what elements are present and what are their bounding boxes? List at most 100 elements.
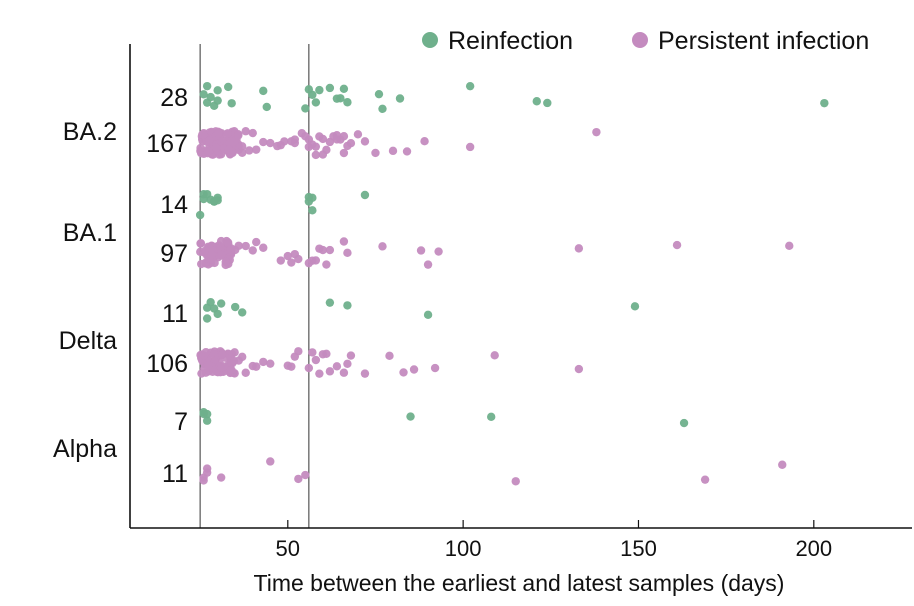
- persistent-infection-point: [217, 363, 226, 372]
- persistent-infection-point: [241, 127, 250, 136]
- persistent-infection-point: [346, 351, 356, 360]
- x-axis-ticks: 50 100 150 200: [276, 520, 832, 561]
- legend-label: Persistent infection: [658, 27, 869, 55]
- persistent-infection-point: [311, 142, 321, 151]
- reinfection-point: [238, 308, 247, 317]
- reinfection-point: [227, 99, 236, 108]
- persistent-infection-point: [311, 355, 321, 365]
- reinfection-point: [304, 197, 314, 206]
- persistent-infection-point: [592, 127, 601, 137]
- persistent-infection-point: [196, 239, 206, 248]
- reinfection-point: [395, 94, 405, 103]
- persistent-infection-point: [308, 348, 317, 357]
- persistent-infection-point: [430, 363, 440, 373]
- reinfection-point: [206, 297, 215, 307]
- persistent-infection-point: [283, 251, 293, 261]
- reinfection-point: [374, 89, 384, 99]
- persistent-infection-point: [252, 237, 261, 247]
- reinfection-point: [360, 190, 370, 200]
- reinfection-point: [311, 98, 321, 107]
- persistent-infection-point: [332, 131, 342, 140]
- persistent-infection-point: [465, 142, 475, 152]
- persistent-infection-point: [225, 139, 235, 148]
- persistent-infection-point: [346, 138, 356, 148]
- persistent-infection-point: [353, 130, 363, 139]
- persistent-infection-point: [311, 256, 321, 265]
- persistent-infection-point: [339, 368, 349, 377]
- reinfection-point: [209, 197, 219, 206]
- reinfection-point: [199, 90, 208, 99]
- reinfection-point: [195, 210, 205, 220]
- persistent-infection-point: [388, 146, 398, 156]
- persistent-infection-point: [204, 360, 213, 370]
- count-label: 14: [160, 191, 188, 219]
- persistent-infection-point: [318, 245, 328, 255]
- persistent-infection-point: [318, 150, 328, 159]
- persistent-infection-point: [201, 246, 210, 255]
- persistent-infection-point: [203, 146, 213, 156]
- reinfection-point: [325, 83, 335, 93]
- persistent-infection-point: [196, 259, 206, 269]
- reinfection-point: [820, 98, 829, 108]
- persistent-infection-point: [416, 246, 426, 255]
- persistent-infection-point: [423, 260, 433, 269]
- reinfection-point: [486, 412, 496, 422]
- reinfection-point: [465, 81, 475, 91]
- persistent-infection-point: [311, 150, 321, 160]
- persistent-infection-point: [304, 135, 314, 144]
- reinfection-point: [304, 85, 314, 94]
- reinfection-point: [202, 314, 212, 323]
- persistent-infection-point: [399, 368, 408, 377]
- reinfection-point: [406, 412, 415, 421]
- persistent-infection-point: [409, 365, 419, 374]
- variant-label: Alpha: [53, 435, 117, 463]
- legend-marker-reinfection: [422, 32, 438, 48]
- persistent-infection-point: [332, 362, 342, 371]
- persistent-infection-point: [212, 143, 221, 153]
- reinfection-point: [202, 81, 212, 91]
- reinfection-point: [213, 96, 222, 105]
- persistent-infection-point: [339, 132, 349, 141]
- persistent-infection-point: [223, 129, 232, 138]
- persistent-infection-point: [196, 143, 205, 153]
- persistent-infection-point: [273, 141, 282, 151]
- x-tick-label: 200: [795, 536, 832, 561]
- variant-label: Delta: [59, 327, 117, 355]
- persistent-infection-point: [301, 470, 310, 480]
- persistent-infection-point: [238, 352, 247, 362]
- reinfection-point: [216, 299, 226, 308]
- reinfection-point: [231, 302, 240, 312]
- reinfection-point: [543, 98, 552, 108]
- persistent-infection-point: [252, 362, 261, 371]
- persistent-infection-point: [287, 362, 296, 371]
- persistent-infection-point: [201, 347, 211, 357]
- count-label: 11: [162, 300, 188, 328]
- reinfection-point: [630, 302, 640, 311]
- persistent-infection-point: [574, 244, 584, 253]
- persistent-infection-point: [199, 130, 208, 140]
- reinfection-point: [223, 82, 233, 92]
- persistent-infection-point: [402, 147, 412, 156]
- persistent-infection-point: [234, 241, 243, 250]
- persistent-infection-point: [360, 369, 370, 378]
- reinfection-point: [301, 104, 310, 113]
- reinfection-point: [336, 94, 345, 103]
- x-axis-title: Time between the earliest and latest sam…: [254, 570, 785, 596]
- reinfection-point: [423, 310, 433, 320]
- persistent-infection-point: [420, 137, 429, 146]
- reinfection-point: [213, 86, 222, 95]
- reinfection-point: [343, 98, 352, 107]
- x-tick-label: 50: [276, 536, 300, 561]
- persistent-infection-point: [339, 237, 349, 246]
- persistent-infection-point: [322, 349, 331, 359]
- persistent-infection-point: [223, 238, 233, 247]
- persistent-infection-point: [672, 240, 682, 250]
- persistent-infection-point: [216, 473, 226, 482]
- persistent-infection-point: [238, 148, 247, 158]
- persistent-infection-point: [511, 477, 520, 486]
- persistent-infection-point: [378, 242, 387, 251]
- legend-marker-persistent-infection: [632, 32, 648, 48]
- count-label: 97: [160, 240, 188, 268]
- reinfection-point: [315, 85, 324, 95]
- persistent-infection-point: [385, 351, 394, 361]
